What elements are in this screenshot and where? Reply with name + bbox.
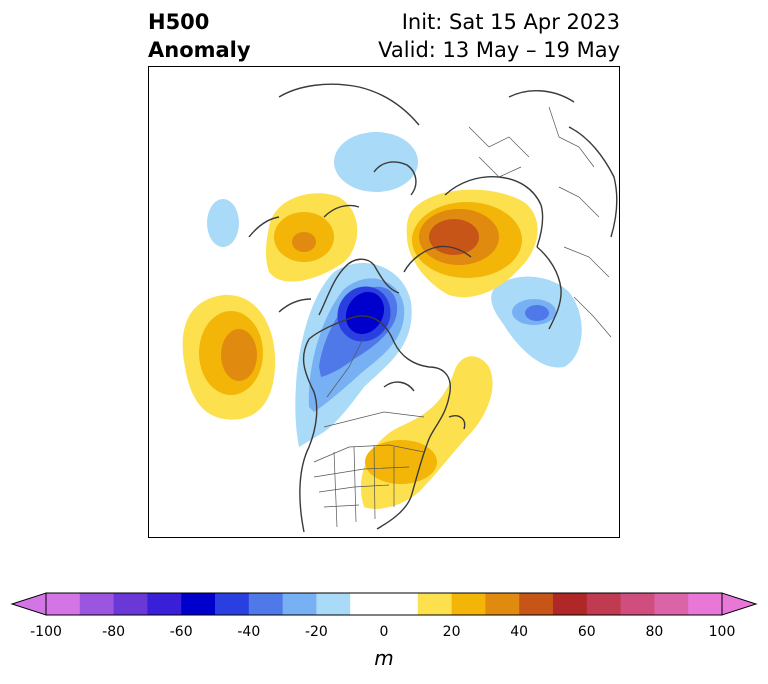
anomaly-pacific-low bbox=[207, 199, 239, 247]
colorbar-bin-15 bbox=[586, 593, 622, 615]
colorbar-bin-2 bbox=[113, 593, 148, 615]
colorbar-bin-12 bbox=[485, 593, 520, 615]
coastlines bbox=[248, 83, 618, 533]
colorbar-tick-label: -40 bbox=[237, 624, 261, 640]
colorbar-bin-17 bbox=[654, 593, 689, 615]
colorbar-bin-4 bbox=[181, 593, 216, 615]
colorbar-tick-label: -20 bbox=[304, 624, 328, 640]
colorbar-bins bbox=[46, 593, 723, 615]
colorbar-tick-label: -80 bbox=[102, 624, 126, 640]
init-valid-label: Init: Sat 15 Apr 2023 Valid: 13 May – 19… bbox=[378, 8, 620, 64]
colorbar-tick-label: 20 bbox=[442, 624, 461, 640]
colorbar-frame bbox=[45, 592, 723, 616]
anomaly-map bbox=[148, 66, 620, 538]
colorbar-bin-6 bbox=[248, 593, 284, 615]
map-canvas bbox=[182, 83, 618, 533]
anomaly-greenland-low bbox=[334, 132, 418, 192]
colorbar-tick-label: -60 bbox=[169, 624, 193, 640]
colorbar-bin-5 bbox=[215, 593, 250, 615]
colorbar-bin-11 bbox=[451, 593, 486, 615]
political-borders bbox=[313, 106, 612, 528]
colorbar bbox=[10, 592, 758, 616]
colorbar-tick-label: 100 bbox=[708, 624, 736, 640]
colorbar-bin-3 bbox=[147, 593, 182, 615]
colorbar-unit-label: m bbox=[374, 646, 394, 670]
colorbar-bin-7 bbox=[282, 593, 317, 615]
map-title: H500 Anomaly bbox=[148, 8, 251, 64]
colorbar-tick-label: 60 bbox=[577, 624, 596, 640]
colorbar-bin-9 bbox=[350, 593, 419, 615]
colorbar-tick-label: 0 bbox=[379, 624, 389, 640]
valid-range: Valid: 13 May – 19 May bbox=[378, 38, 620, 62]
colorbar-bin-14 bbox=[553, 593, 588, 615]
colorbar-tick-label: 40 bbox=[510, 624, 529, 640]
anomaly-eastern-us-high bbox=[360, 356, 493, 509]
colorbar-bin-18 bbox=[688, 593, 723, 615]
colorbar-tick-label: -100 bbox=[30, 624, 62, 640]
colorbar-ticks: -100 -80 -60 -40 -20 0 20 40 60 80 100 bbox=[0, 624, 768, 644]
colorbar-extend-min bbox=[10, 592, 47, 616]
colorbar-bin-0 bbox=[46, 593, 81, 615]
title-line-1: H500 bbox=[148, 10, 210, 34]
colorbar-bin-13 bbox=[519, 593, 554, 615]
negative-anomaly-fill bbox=[207, 132, 582, 447]
init-date: Init: Sat 15 Apr 2023 bbox=[401, 10, 620, 34]
title-line-2: Anomaly bbox=[148, 38, 251, 62]
colorbar-bin-1 bbox=[79, 593, 115, 615]
colorbar-bin-8 bbox=[316, 593, 351, 615]
colorbar-bin-16 bbox=[620, 593, 655, 615]
colorbar-bin-10 bbox=[417, 593, 453, 615]
colorbar-extend-max bbox=[721, 592, 758, 616]
colorbar-tick-label: 80 bbox=[645, 624, 664, 640]
